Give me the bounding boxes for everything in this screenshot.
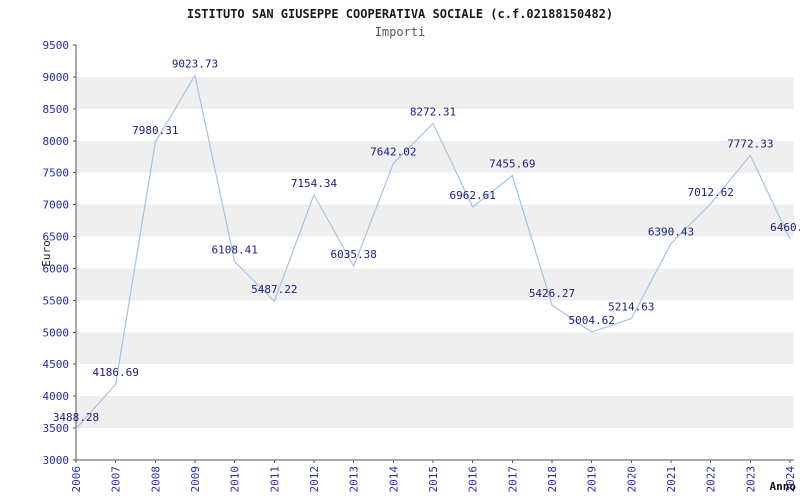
y-tick-label: 8500: [43, 103, 70, 116]
plot-band: [76, 140, 794, 173]
x-tick-label: 2008: [149, 466, 162, 493]
data-point-label: 5426.27: [529, 287, 575, 300]
data-point-label: 3488.28: [53, 411, 99, 424]
data-point-label: 9023.73: [172, 57, 218, 70]
plot-band: [76, 428, 794, 460]
x-tick-label: 2017: [506, 466, 519, 493]
data-point-label: 8272.31: [410, 105, 456, 118]
plot-band: [76, 45, 794, 77]
data-point-label: 5214.63: [608, 301, 654, 314]
plot-band: [76, 204, 794, 237]
data-point-label: 7772.33: [727, 137, 773, 150]
plot-band: [76, 364, 794, 397]
x-tick-label: 2015: [427, 466, 440, 493]
data-point-label: 4186.69: [92, 366, 138, 379]
data-point-label: 7642.02: [370, 146, 416, 159]
data-point-label: 7980.31: [132, 124, 178, 137]
x-tick-label: 2022: [705, 466, 718, 493]
data-point-label: 6035.38: [330, 248, 376, 261]
y-tick-label: 9500: [43, 39, 70, 52]
chart-title: ISTITUTO SAN GIUSEPPE COOPERATIVA SOCIAL…: [186, 7, 614, 21]
plot-band: [76, 396, 794, 429]
data-point-label: 6108.41: [211, 244, 257, 257]
y-tick-label: 5000: [43, 326, 70, 339]
data-point-label: 7012.62: [687, 186, 733, 199]
data-point-label: 6390.43: [648, 226, 694, 239]
x-tick-label: 2014: [387, 466, 400, 493]
y-tick-label: 3500: [43, 422, 70, 435]
data-line: [75, 73, 791, 430]
y-tick-label: 8000: [43, 135, 70, 148]
x-tick-label: 2023: [744, 466, 757, 493]
y-tick-label: 4000: [43, 390, 70, 403]
x-tick-label: 2013: [348, 466, 361, 493]
data-point-label: 6962.61: [449, 189, 495, 202]
data-point-label: 5004.62: [568, 314, 614, 327]
x-tick-label: 2006: [70, 466, 83, 493]
y-tick-label: 9000: [43, 71, 70, 84]
x-tick-label: 2020: [625, 466, 638, 493]
chart-subtitle: Importi: [374, 25, 426, 39]
x-tick-label: 2007: [110, 466, 123, 493]
data-point-label: 6460.9: [770, 221, 800, 234]
plot-band: [76, 236, 794, 269]
y-tick-label: 6500: [43, 231, 70, 244]
x-tick-label: 2009: [189, 466, 202, 493]
x-tick-label: 2024: [784, 466, 797, 493]
x-tick-label: 2010: [229, 466, 242, 493]
y-tick-label: 4500: [43, 358, 70, 371]
x-axis-title: Anno: [769, 480, 797, 493]
x-tick-label: 2018: [546, 466, 559, 493]
plot-band: [76, 332, 794, 365]
plot-band: [76, 108, 794, 141]
x-tick-label: 2021: [665, 466, 678, 493]
y-tick-label: 5500: [43, 294, 70, 307]
y-tick-label: 6000: [43, 262, 70, 275]
data-point-label: 5487.22: [251, 283, 297, 296]
y-tick-label: 3000: [43, 454, 70, 467]
x-tick-label: 2011: [268, 466, 281, 493]
x-tick-label: 2012: [308, 466, 321, 493]
y-axis-title: Euro: [39, 240, 53, 267]
data-point-label: 7455.69: [489, 158, 535, 171]
data-point-label: 7154.34: [291, 177, 338, 190]
x-tick-label: 2019: [586, 466, 599, 493]
plot-band: [76, 76, 794, 109]
plot-band: [76, 268, 794, 301]
plot-band: [76, 172, 794, 205]
plot-band: [76, 300, 794, 333]
x-tick-label: 2016: [467, 466, 480, 493]
y-tick-label: 7000: [43, 199, 70, 212]
y-tick-label: 7500: [43, 167, 70, 180]
